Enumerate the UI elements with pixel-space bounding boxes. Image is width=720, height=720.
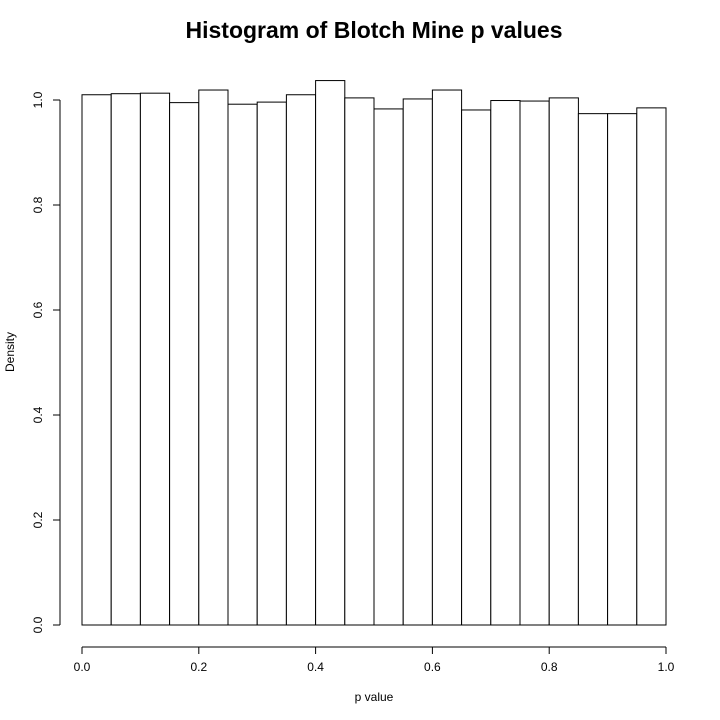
x-axis: 0.0 0.2 0.4 0.6 0.8 1.0 [74, 646, 675, 674]
histogram-bar-3 [139, 92, 171, 626]
y-tick-label: 0.4 [31, 406, 45, 423]
histogram-bar-15 [490, 100, 521, 626]
histogram-bar-20 [636, 107, 667, 626]
histogram-bar-16 [519, 100, 550, 626]
chart-title: Histogram of Blotch Mine p values [186, 17, 563, 43]
x-tick-label: 1.0 [658, 660, 675, 674]
histogram-bar-6 [227, 103, 258, 626]
histogram-bar-11 [373, 108, 404, 626]
histogram-bar-13 [431, 89, 463, 626]
x-tick-label: 0.8 [541, 660, 558, 674]
histogram-bar-7 [256, 101, 287, 626]
histogram-bar-18 [577, 113, 609, 626]
histogram-bar-12 [402, 98, 433, 626]
histogram-bar-2 [110, 93, 141, 626]
x-tick-label: 0.4 [307, 660, 324, 674]
y-tick-label: 0.2 [31, 511, 45, 528]
histogram-bar-8 [285, 94, 317, 626]
histogram-bar-19 [607, 113, 638, 626]
x-tick-label: 0.2 [190, 660, 207, 674]
histogram-bar-10 [344, 97, 375, 626]
y-axis-label: Density [3, 332, 17, 372]
histogram-bar-1 [81, 94, 112, 626]
y-tick-label: 1.0 [31, 91, 45, 108]
histogram-bars [81, 80, 667, 626]
histogram-bar-14 [461, 109, 492, 626]
x-axis-label: p value [355, 690, 394, 704]
histogram-bar-9 [315, 80, 346, 626]
y-tick-label: 0.6 [31, 301, 45, 318]
y-axis: 0.0 0.2 0.4 0.6 0.8 1.0 [31, 91, 61, 633]
histogram-bar-5 [198, 89, 229, 626]
histogram-bar-17 [548, 97, 579, 626]
y-tick-label: 0.0 [31, 616, 45, 633]
x-tick-label: 0.6 [424, 660, 441, 674]
histogram-bar-4 [169, 102, 200, 626]
y-tick-label: 0.8 [31, 196, 45, 213]
x-tick-label: 0.0 [74, 660, 91, 674]
